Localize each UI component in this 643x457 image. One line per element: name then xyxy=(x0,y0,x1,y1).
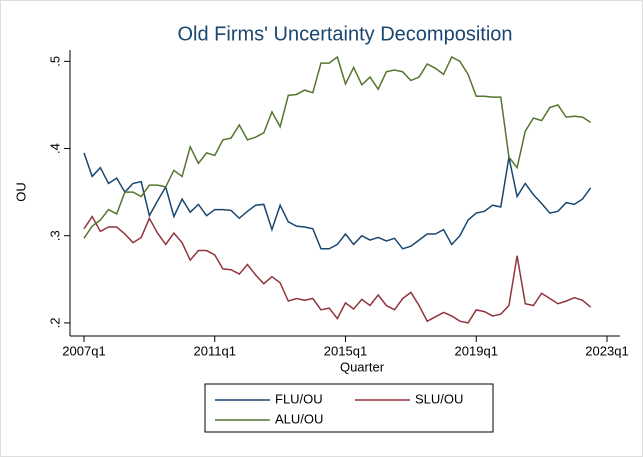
x-tick-label: 2015q1 xyxy=(324,343,367,358)
x-tick-label: 2007q1 xyxy=(62,343,105,358)
y-tick-label: .5 xyxy=(47,56,62,67)
x-tick-label: 2023q1 xyxy=(585,343,628,358)
legend-label: SLU/OU xyxy=(415,391,463,406)
x-tick-label: 2011q1 xyxy=(194,343,236,358)
x-axis-label: Quarter xyxy=(340,359,385,374)
legend-label: ALU/OU xyxy=(275,411,323,426)
y-tick-label: .4 xyxy=(47,143,62,154)
series-line xyxy=(83,55,592,239)
legend-label: FLU/OU xyxy=(275,391,323,406)
y-tick-label: .3 xyxy=(47,230,62,241)
series-line xyxy=(83,215,592,324)
y-axis-label: OU xyxy=(13,182,28,202)
series-line xyxy=(83,152,592,250)
chart-title: Old Firms' Uncertainty Decomposition xyxy=(177,23,512,45)
x-tick-label: 2019q1 xyxy=(455,343,498,358)
legend-box xyxy=(204,383,494,433)
y-tick-label: .2 xyxy=(47,317,62,328)
